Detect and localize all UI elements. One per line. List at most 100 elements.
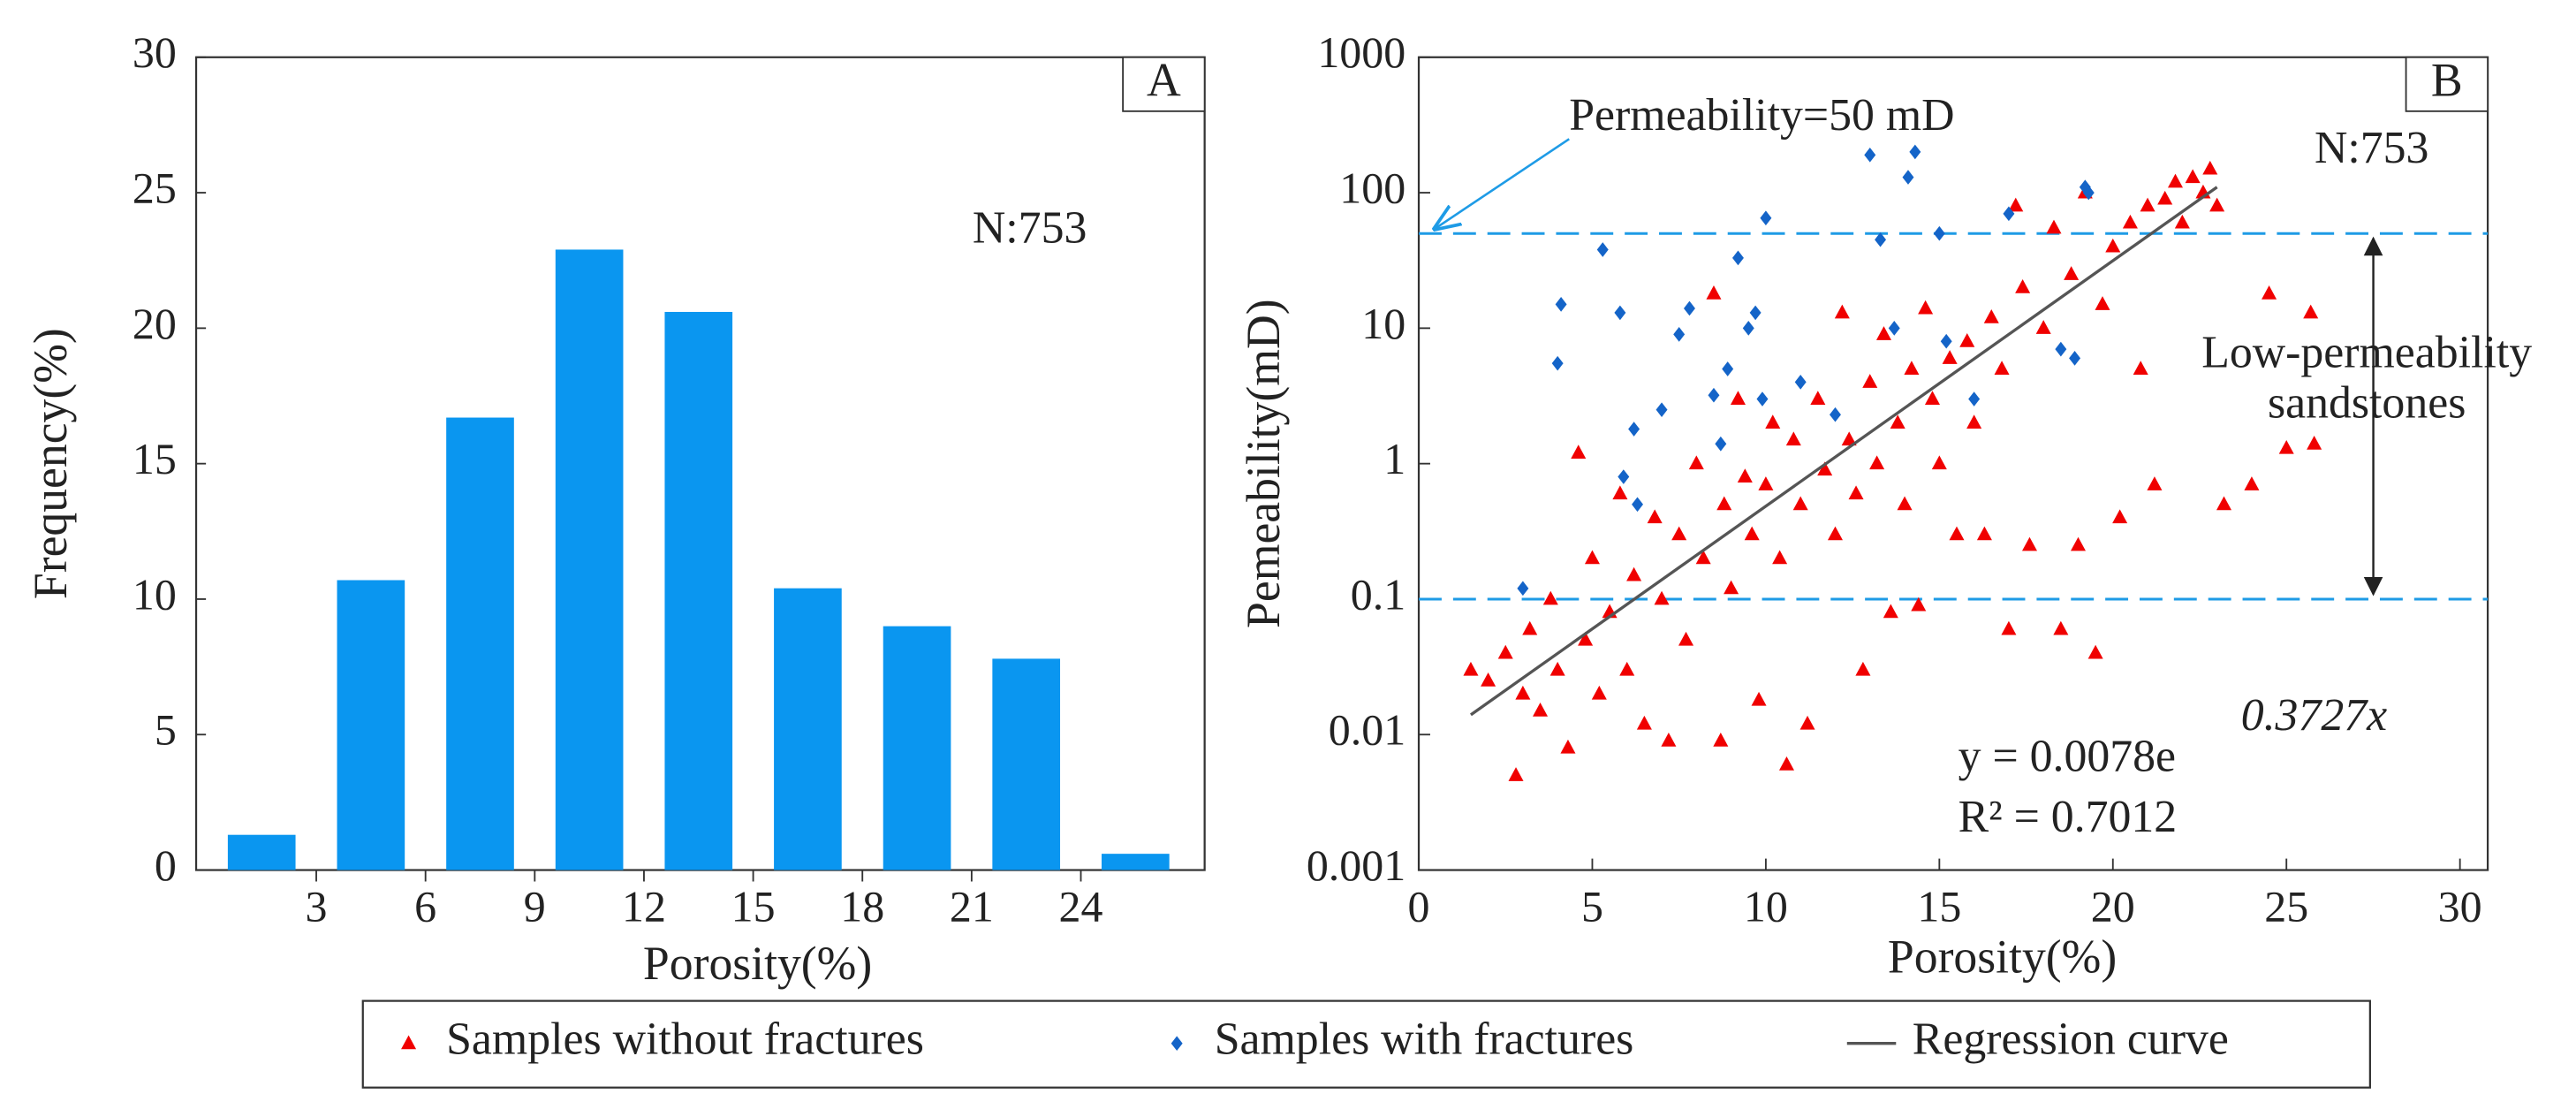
legend: Samples without fractures Samples with fr… [361, 999, 2371, 1089]
point [1716, 496, 1732, 511]
point [1560, 739, 1576, 754]
point [1647, 509, 1663, 524]
y-tick-label: 25 [133, 163, 177, 213]
annotation: Permeability=50 mD [1569, 90, 1954, 141]
point [2157, 190, 2173, 205]
point [2244, 476, 2260, 490]
point [1994, 361, 2010, 375]
legend-swatch [401, 1035, 417, 1050]
point [1794, 375, 1807, 390]
point [1834, 304, 1850, 319]
panel-label-box [1122, 56, 1206, 112]
point [2133, 361, 2148, 375]
equation: y = 0.0078e [1959, 731, 2176, 781]
point [1875, 326, 1891, 340]
x-tick-label: 18 [840, 881, 884, 931]
point [2069, 351, 2081, 366]
y-tick-label: 0.001 [1307, 840, 1405, 890]
y-axis-label: Frequency(%) [24, 328, 77, 599]
point [1596, 242, 1609, 257]
point [1584, 550, 1600, 565]
point [2035, 320, 2051, 334]
point [1792, 496, 1808, 511]
point [1904, 361, 1920, 375]
regression-curve [1469, 186, 2218, 717]
point [1758, 476, 1774, 490]
bar [555, 249, 624, 870]
point [2046, 219, 2062, 234]
point [1827, 526, 1843, 541]
point [1760, 210, 1772, 226]
point [1829, 407, 1841, 422]
point [1744, 526, 1760, 541]
bar [227, 834, 296, 870]
point [1869, 455, 1885, 470]
x-tick-label: 10 [1744, 881, 1788, 931]
point [1463, 661, 1479, 676]
point [1724, 580, 1739, 595]
point [1933, 225, 1945, 241]
point [1654, 590, 1670, 605]
point [1976, 526, 1992, 541]
bar [446, 417, 514, 870]
x-tick-label: 25 [2264, 881, 2308, 931]
point [1810, 391, 1826, 405]
point [1619, 661, 1635, 676]
point [2070, 536, 2087, 551]
point [2262, 285, 2277, 300]
point [2021, 536, 2037, 551]
point [2174, 214, 2190, 229]
point [1614, 305, 1626, 321]
point [1578, 631, 1594, 646]
x-tick-label: 3 [306, 881, 328, 931]
point [1772, 550, 1788, 565]
point [2008, 197, 2024, 212]
x-tick-label: 6 [414, 881, 436, 931]
point [1522, 620, 1538, 635]
y-tick-label: 10 [133, 569, 177, 619]
point [1959, 332, 1975, 347]
point [1888, 321, 1900, 336]
point [1626, 566, 1642, 581]
panel-label: B [2431, 54, 2463, 107]
y-tick-label: 15 [133, 434, 177, 483]
point [1695, 550, 1711, 565]
point [1864, 148, 1876, 163]
point [1673, 327, 1686, 342]
y-tick-label: 5 [155, 705, 177, 755]
point [1722, 361, 1734, 376]
point [2064, 266, 2080, 280]
point [1940, 333, 1952, 349]
x-tick-label: 0 [1408, 881, 1430, 931]
point [2122, 214, 2138, 229]
point [1924, 391, 1940, 405]
point [1706, 285, 1722, 300]
annotation-arrow [1436, 138, 1570, 228]
point [2278, 439, 2294, 454]
point [1628, 422, 1640, 437]
point [1517, 581, 1529, 596]
point [1883, 604, 1898, 619]
y-tick-label: 20 [133, 299, 177, 348]
point [1949, 526, 1965, 541]
point [1890, 414, 1905, 429]
point [1551, 355, 1564, 371]
point [1841, 431, 1857, 446]
annotation: sandstones [2268, 378, 2466, 429]
legend-box [361, 999, 2371, 1089]
point [1661, 733, 1677, 747]
point [2185, 169, 2201, 184]
point [1756, 391, 1769, 407]
point [1636, 715, 1652, 730]
point [1862, 374, 1878, 388]
equation: R² = 0.7012 [1959, 792, 2178, 842]
point [1942, 350, 1958, 364]
bar [664, 311, 733, 870]
point [2055, 341, 2067, 357]
point [1983, 308, 1999, 323]
x-tick-label: 21 [950, 881, 994, 931]
point [2095, 296, 2110, 310]
point [1778, 756, 1794, 771]
point [1612, 485, 1628, 500]
